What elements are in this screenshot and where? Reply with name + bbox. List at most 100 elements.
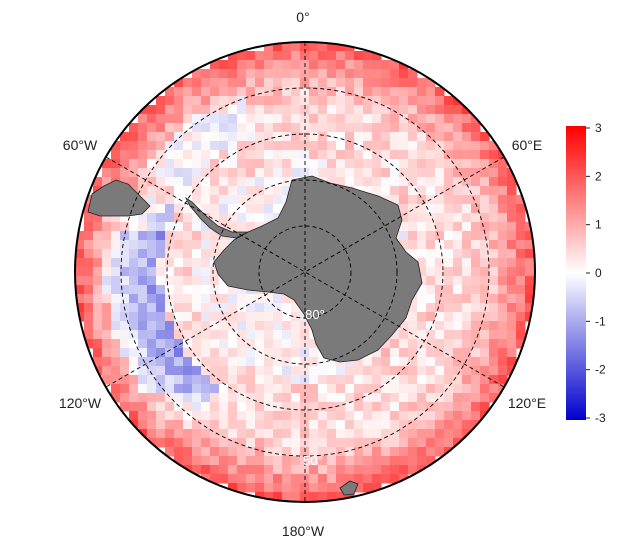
anomaly-cell [102, 249, 112, 259]
anomaly-cell [147, 141, 157, 151]
anomaly-cell [408, 87, 418, 97]
anomaly-cell [282, 366, 292, 376]
anomaly-cell [480, 150, 490, 160]
anomaly-cell [453, 330, 463, 340]
anomaly-cell [228, 141, 238, 151]
anomaly-cell [237, 321, 247, 331]
anomaly-cell [435, 330, 445, 340]
anomaly-cell [273, 384, 283, 394]
anomaly-cell [192, 339, 202, 349]
anomaly-cell [147, 240, 157, 250]
anomaly-cell [255, 51, 265, 61]
anomaly-cell [156, 231, 166, 241]
anomaly-cell [372, 105, 382, 115]
anomaly-cell [129, 285, 139, 295]
anomaly-cell [183, 285, 193, 295]
anomaly-cell [381, 384, 391, 394]
anomaly-cell [273, 177, 283, 187]
anomaly-cell [417, 438, 427, 448]
anomaly-cell [426, 285, 436, 295]
anomaly-cell [336, 114, 346, 124]
anomaly-cell [462, 348, 472, 358]
anomaly-cell [381, 465, 391, 475]
anomaly-cell [417, 168, 427, 178]
anomaly-cell [435, 222, 445, 232]
anomaly-cell [354, 141, 364, 151]
anomaly-cell [129, 240, 139, 250]
anomaly-cell [498, 195, 508, 205]
anomaly-cell [147, 276, 157, 286]
anomaly-cell [282, 60, 292, 70]
anomaly-cell [318, 123, 328, 133]
anomaly-cell [408, 150, 418, 160]
anomaly-cell [444, 177, 454, 187]
anomaly-cell [327, 375, 337, 385]
anomaly-cell [327, 87, 337, 97]
anomaly-cell [291, 447, 301, 457]
anomaly-cell [255, 447, 265, 457]
anomaly-cell [192, 231, 202, 241]
anomaly-cell [282, 348, 292, 358]
anomaly-cell [408, 384, 418, 394]
anomaly-cell [318, 51, 328, 61]
anomaly-cell [507, 231, 517, 241]
anomaly-cell [489, 348, 499, 358]
anomaly-cell [417, 150, 427, 160]
anomaly-cell [201, 456, 211, 466]
anomaly-cell [372, 357, 382, 367]
colorbar-tick-label: 0 [595, 266, 602, 280]
anomaly-cell [192, 240, 202, 250]
anomaly-cell [507, 195, 517, 205]
anomaly-cell [399, 402, 409, 412]
anomaly-cell [183, 393, 193, 403]
anomaly-cell [93, 339, 103, 349]
anomaly-cell [471, 357, 481, 367]
anomaly-cell [444, 366, 454, 376]
anomaly-cell [120, 348, 130, 358]
anomaly-cell [462, 267, 472, 277]
anomaly-cell [282, 42, 292, 52]
anomaly-cell [354, 447, 364, 457]
anomaly-cell [219, 213, 229, 223]
anomaly-cell [381, 411, 391, 421]
anomaly-cell [246, 195, 256, 205]
anomaly-cell [84, 294, 94, 304]
anomaly-cell [219, 393, 229, 403]
anomaly-cell [462, 141, 472, 151]
anomaly-cell [165, 150, 175, 160]
anomaly-cell [336, 384, 346, 394]
anomaly-cell [390, 186, 400, 196]
anomaly-cell [354, 438, 364, 448]
anomaly-cell [390, 375, 400, 385]
anomaly-cell [129, 294, 139, 304]
anomaly-cell [174, 222, 184, 232]
anomaly-cell [336, 177, 346, 187]
anomaly-cell [507, 303, 517, 313]
anomaly-cell [156, 213, 166, 223]
anomaly-cell [165, 348, 175, 358]
anomaly-cell [282, 339, 292, 349]
anomaly-cell [417, 294, 427, 304]
anomaly-cell [174, 393, 184, 403]
anomaly-cell [255, 87, 265, 97]
anomaly-cell [282, 132, 292, 142]
anomaly-cell [201, 150, 211, 160]
anomaly-cell [183, 420, 193, 430]
anomaly-cell [327, 168, 337, 178]
anomaly-cell [345, 447, 355, 457]
anomaly-cell [147, 339, 157, 349]
anomaly-cell [228, 447, 238, 457]
anomaly-cell [102, 285, 112, 295]
anomaly-cell [201, 267, 211, 277]
anomaly-cell [192, 348, 202, 358]
anomaly-cell [165, 447, 175, 457]
anomaly-cell [471, 141, 481, 151]
anomaly-cell [462, 429, 472, 439]
anomaly-cell [237, 159, 247, 169]
anomaly-cell [147, 411, 157, 421]
anomaly-cell [453, 240, 463, 250]
anomaly-cell [120, 132, 130, 142]
lon-label-120e: 120°E [508, 395, 546, 411]
anomaly-cell [183, 438, 193, 448]
anomaly-cell [93, 330, 103, 340]
